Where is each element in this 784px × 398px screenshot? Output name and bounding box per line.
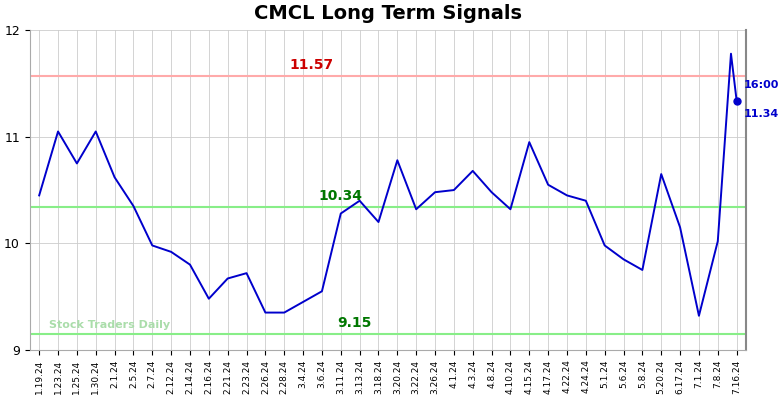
Text: Stock Traders Daily: Stock Traders Daily <box>49 320 170 330</box>
Text: 11.57: 11.57 <box>289 58 333 72</box>
Text: 9.15: 9.15 <box>337 316 372 330</box>
Title: CMCL Long Term Signals: CMCL Long Term Signals <box>254 4 522 23</box>
Text: 16:00: 16:00 <box>744 80 779 90</box>
Text: 10.34: 10.34 <box>318 189 362 203</box>
Text: 11.34: 11.34 <box>744 109 779 119</box>
